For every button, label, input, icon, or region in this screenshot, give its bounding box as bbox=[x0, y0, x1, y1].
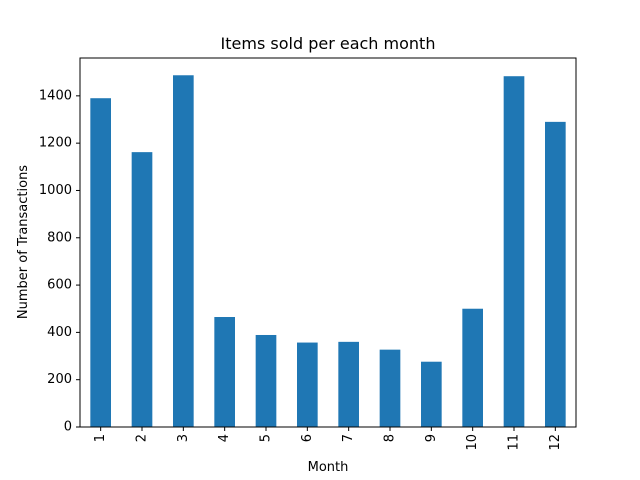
x-tick-label: 12 bbox=[548, 434, 563, 451]
bar-month-1 bbox=[90, 98, 111, 427]
x-tick-label: 7 bbox=[341, 434, 356, 442]
bar-month-11 bbox=[503, 76, 525, 427]
x-tick-label: 5 bbox=[259, 434, 274, 442]
x-tick-label: 2 bbox=[135, 434, 150, 442]
x-tick-label: 8 bbox=[383, 434, 398, 442]
bar-month-9 bbox=[421, 361, 442, 427]
x-tick-label: 9 bbox=[424, 434, 439, 442]
y-tick-label: 1200 bbox=[39, 136, 72, 151]
x-tick-label: 3 bbox=[176, 434, 191, 442]
x-tick-label: 10 bbox=[465, 434, 480, 451]
x-tick-label: 6 bbox=[300, 434, 315, 442]
y-tick-label: 400 bbox=[47, 325, 72, 340]
y-tick-label: 0 bbox=[64, 420, 72, 435]
y-tick-label: 200 bbox=[47, 372, 72, 387]
y-axis: 0 200 400 600 800 1000 1200 1400 bbox=[39, 88, 80, 435]
bar-month-8 bbox=[379, 349, 401, 427]
bar-month-5 bbox=[255, 334, 277, 427]
bar-month-6 bbox=[297, 342, 318, 427]
bar-month-2 bbox=[131, 152, 153, 427]
bar-month-4 bbox=[214, 317, 235, 427]
bar-month-7 bbox=[338, 341, 359, 427]
bar-month-10 bbox=[462, 308, 483, 427]
x-axis-label: Month bbox=[308, 460, 349, 475]
x-tick-label: 4 bbox=[217, 434, 232, 442]
bars-group bbox=[90, 75, 566, 428]
x-tick-label: 1 bbox=[93, 434, 108, 442]
chart-title: Items sold per each month bbox=[221, 34, 436, 53]
y-axis-label: Number of Transactions bbox=[16, 165, 31, 319]
y-tick-label: 1000 bbox=[39, 183, 72, 198]
x-axis: 1 2 3 4 5 6 7 8 9 10 11 12 bbox=[93, 427, 563, 451]
x-tick-label: 11 bbox=[507, 434, 522, 451]
y-tick-label: 1400 bbox=[39, 88, 72, 103]
plot-frame bbox=[79, 57, 577, 428]
bar-month-3 bbox=[173, 75, 194, 428]
y-tick-label: 800 bbox=[47, 230, 72, 245]
y-tick-label: 600 bbox=[47, 278, 72, 293]
bar-month-12 bbox=[545, 121, 566, 427]
